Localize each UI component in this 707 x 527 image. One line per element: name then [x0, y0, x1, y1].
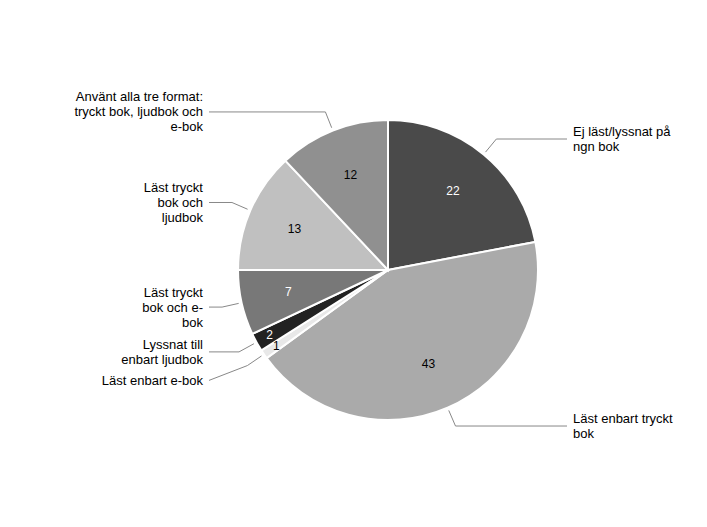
svg-text:Ej läst/lyssnat pångn bok: Ej läst/lyssnat pångn bok	[573, 124, 671, 154]
svg-text:43: 43	[422, 357, 436, 371]
svg-text:12: 12	[344, 168, 358, 182]
svg-text:Använt alla tre format:tryckt: Använt alla tre format:tryckt bok, ljudb…	[74, 89, 203, 134]
svg-text:7: 7	[285, 285, 292, 299]
svg-text:Läst enbart trycktbok: Läst enbart trycktbok	[573, 411, 673, 441]
svg-text:Läst trycktbok och e-bok: Läst trycktbok och e-bok	[142, 285, 203, 330]
svg-text:Lyssnat tillenbart ljudbok: Lyssnat tillenbart ljudbok	[121, 337, 203, 367]
svg-text:13: 13	[288, 222, 302, 236]
svg-text:Läst trycktbok ochljudbok: Läst trycktbok ochljudbok	[144, 180, 204, 225]
svg-text:2: 2	[266, 328, 273, 342]
svg-text:Läst enbart e-bok: Läst enbart e-bok	[102, 373, 204, 388]
svg-text:1: 1	[273, 339, 280, 353]
svg-text:22: 22	[446, 184, 460, 198]
